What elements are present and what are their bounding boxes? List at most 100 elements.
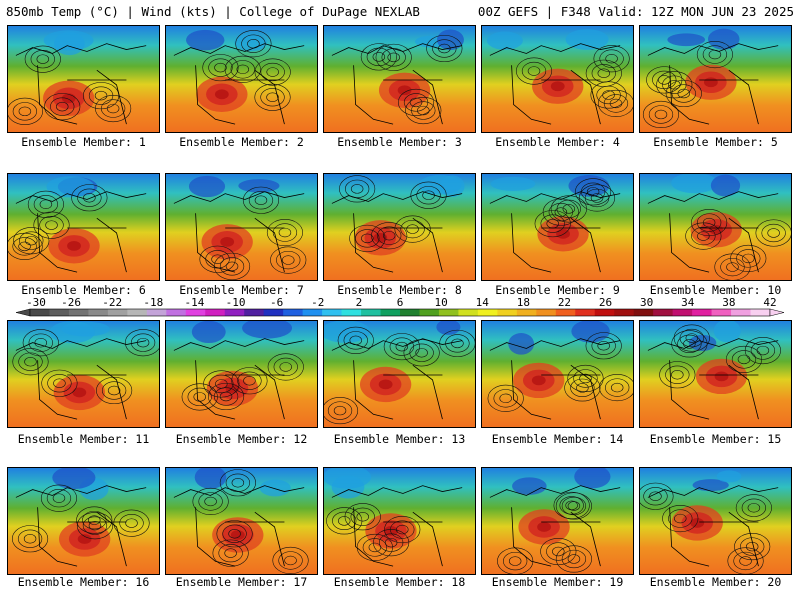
ensemble-member-label: Ensemble Member: 19 bbox=[491, 575, 624, 589]
contour-line bbox=[403, 339, 440, 367]
contour-line bbox=[24, 356, 37, 367]
cold-anomaly bbox=[713, 321, 741, 343]
contour-line bbox=[702, 45, 728, 64]
contour-line bbox=[591, 336, 616, 355]
cold-anomaly bbox=[667, 33, 706, 47]
colorbar-tick-label: 10 bbox=[434, 296, 447, 309]
cold-anomaly bbox=[574, 468, 611, 489]
map-borders bbox=[489, 338, 621, 420]
ensemble-member-map bbox=[639, 320, 792, 428]
colorbar-swatch bbox=[711, 309, 732, 316]
contour-line bbox=[521, 61, 547, 81]
ensemble-member-map bbox=[165, 25, 318, 133]
contour-line bbox=[211, 254, 224, 264]
ensemble-member-map bbox=[323, 320, 476, 428]
colorbar-swatch bbox=[341, 309, 362, 316]
contour-line bbox=[416, 186, 441, 205]
cold-anomaly bbox=[188, 175, 226, 198]
contour-line bbox=[741, 498, 767, 517]
contour-line bbox=[214, 62, 227, 73]
contour-line bbox=[199, 245, 236, 273]
contour-line bbox=[646, 66, 683, 94]
ensemble-member-label: Ensemble Member: 12 bbox=[175, 432, 308, 446]
ensemble-member-label: Ensemble Member: 20 bbox=[649, 575, 782, 589]
contour-line bbox=[272, 546, 309, 574]
contour-line bbox=[266, 219, 304, 247]
ensemble-member-map bbox=[165, 173, 318, 281]
colorbar-tick-label: -18 bbox=[143, 296, 163, 309]
contour-line bbox=[337, 326, 374, 354]
contour-line bbox=[13, 227, 50, 255]
ensemble-member-label: Ensemble Member: 17 bbox=[175, 575, 308, 589]
contour-line bbox=[561, 549, 587, 569]
contour-line bbox=[591, 64, 616, 83]
contour-line bbox=[18, 352, 43, 371]
cold-anomaly bbox=[565, 29, 609, 50]
contour-line bbox=[576, 383, 589, 393]
contour-line bbox=[685, 333, 699, 343]
contour-line bbox=[22, 329, 59, 357]
contour-line bbox=[88, 515, 101, 525]
contour-line bbox=[395, 341, 409, 352]
cold-anomaly bbox=[242, 321, 293, 339]
contour-line bbox=[198, 492, 223, 511]
contour-line bbox=[677, 88, 691, 99]
contour-line bbox=[656, 71, 693, 99]
contour-line bbox=[53, 378, 66, 388]
colorbar-tick-label: 6 bbox=[397, 296, 404, 309]
contour-line bbox=[375, 43, 412, 71]
contour-line bbox=[665, 365, 690, 384]
contour-line bbox=[605, 378, 630, 397]
cold-anomaly bbox=[486, 31, 523, 50]
heat-anomaly bbox=[67, 240, 81, 251]
cold-anomaly bbox=[436, 29, 464, 51]
contour-line bbox=[605, 53, 618, 64]
model-run-info: 00Z GEFS | F348 Valid: 12Z MON JUN 23 20… bbox=[477, 4, 794, 19]
contour-line bbox=[683, 339, 696, 349]
contour-line bbox=[671, 370, 684, 380]
colorbar-tick-label: 14 bbox=[476, 296, 490, 309]
contour-line bbox=[556, 199, 581, 219]
colorbar-swatch bbox=[633, 309, 654, 316]
temperature-colorbar: -30 -26 -22 -18 -14 -10 -6 -2 2 6 10 14 18 22 26 30 34 38… bbox=[0, 296, 800, 322]
contour-line bbox=[747, 503, 761, 513]
contour-line bbox=[8, 97, 43, 125]
contour-line bbox=[237, 371, 262, 390]
cold-anomaly bbox=[49, 321, 95, 344]
contour-line bbox=[25, 235, 38, 246]
contour-line bbox=[327, 401, 353, 420]
contour-line bbox=[192, 487, 229, 515]
colorbar-swatch bbox=[458, 309, 479, 316]
cold-anomaly bbox=[710, 174, 741, 197]
colorbar-tick-label: 38 bbox=[722, 296, 735, 309]
contour-line bbox=[96, 376, 133, 405]
contour-line bbox=[673, 324, 710, 352]
contour-line bbox=[499, 393, 512, 404]
contour-line bbox=[94, 90, 108, 101]
colorbar-swatch bbox=[49, 309, 70, 316]
contour-line bbox=[397, 88, 435, 116]
contour-line bbox=[267, 353, 304, 381]
contour-line bbox=[326, 507, 363, 535]
contour-line bbox=[202, 54, 239, 82]
contour-line bbox=[590, 81, 627, 109]
contour-line bbox=[674, 513, 687, 524]
cold-anomaly bbox=[671, 174, 718, 194]
contour-line bbox=[640, 482, 674, 510]
contour-line bbox=[372, 52, 386, 62]
contour-line bbox=[36, 54, 50, 64]
contour-line bbox=[567, 501, 581, 511]
contour-line bbox=[76, 506, 113, 534]
colorbar-swatch bbox=[614, 309, 635, 316]
ensemble-member-label: Ensemble Member: 18 bbox=[333, 575, 466, 589]
contour-line bbox=[696, 41, 733, 69]
colorbar-low-arrow bbox=[15, 308, 31, 317]
map-borders bbox=[647, 43, 779, 125]
contour-line bbox=[378, 533, 404, 552]
colorbar-swatch bbox=[400, 309, 420, 316]
contour-line bbox=[332, 511, 357, 530]
contour-line bbox=[355, 229, 380, 248]
contour-line bbox=[88, 520, 102, 531]
contour-line bbox=[113, 509, 150, 537]
contour-line bbox=[652, 70, 677, 89]
